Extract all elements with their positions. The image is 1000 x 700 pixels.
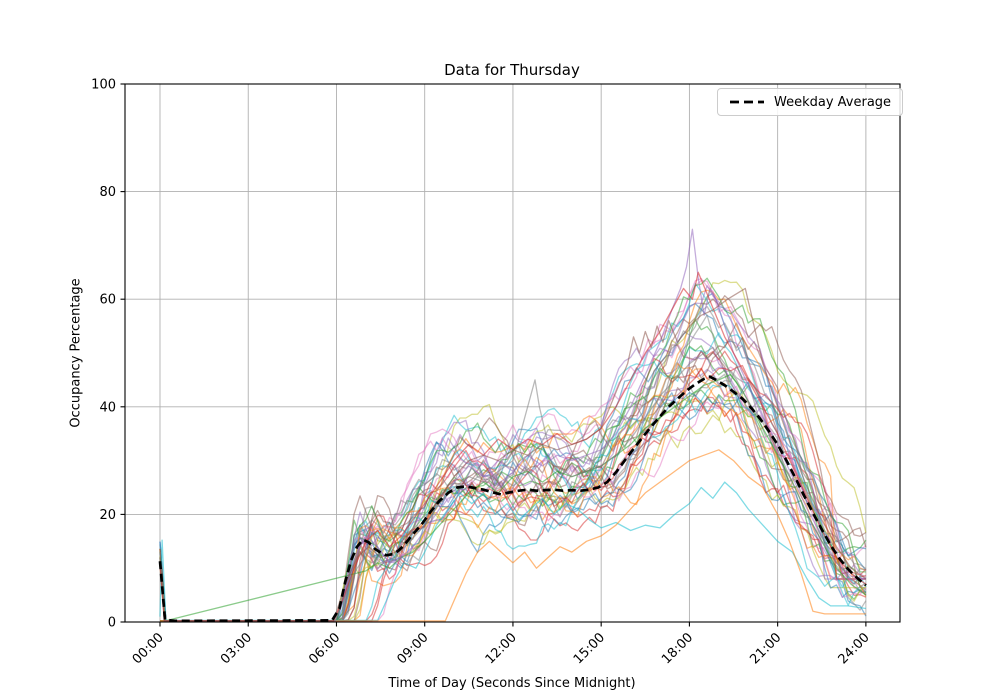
y-tick-label: 60	[99, 293, 116, 308]
y-tick-label: 0	[108, 616, 116, 631]
day-line-late-start-orange	[159, 449, 866, 622]
x-tick-label: 03:00	[218, 630, 255, 667]
y-tick-label: 80	[99, 185, 116, 200]
legend: Weekday Average	[717, 88, 904, 116]
y-axis-label: Occupancy Percentage	[68, 278, 84, 428]
x-tick-label: 09:00	[394, 630, 431, 667]
x-tick-label: 00:00	[130, 630, 167, 667]
x-tick-label: 06:00	[306, 630, 343, 667]
x-tick-label: 18:00	[659, 630, 696, 667]
y-tick-label: 100	[91, 78, 116, 93]
legend-dash-icon	[730, 100, 764, 104]
x-tick-label: 12:00	[483, 630, 520, 667]
y-tick-label: 20	[99, 508, 116, 523]
day-line-tall-peak-purple	[159, 228, 867, 622]
legend-label: Weekday Average	[774, 94, 892, 110]
y-tick-label: 40	[99, 400, 116, 415]
x-tick-label: 15:00	[571, 630, 608, 667]
x-axis-label: Time of Day (Seconds Since Midnight)	[388, 676, 636, 691]
day-line-low-cyan-midnight-spike	[159, 481, 866, 622]
x-tick-label: 21:00	[747, 630, 784, 667]
x-tick-label: 24:00	[836, 630, 873, 667]
chart-title: Data for Thursday	[444, 61, 580, 79]
average-line	[158, 375, 867, 623]
day-line-zigzag-brown	[159, 287, 867, 622]
